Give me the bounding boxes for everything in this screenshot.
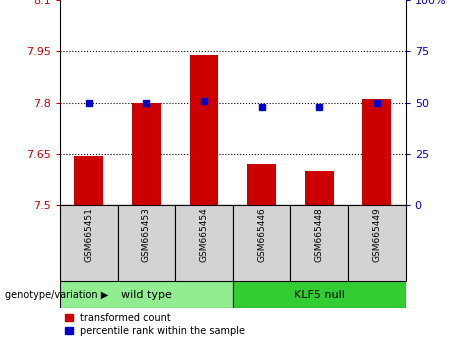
Bar: [305, 171, 334, 205]
Bar: [118, 205, 175, 281]
Bar: [247, 164, 276, 205]
Bar: [74, 156, 103, 205]
Text: GSM665451: GSM665451: [84, 207, 93, 262]
Bar: [233, 281, 406, 308]
Text: GSM665454: GSM665454: [200, 207, 208, 262]
Text: genotype/variation ▶: genotype/variation ▶: [5, 290, 108, 300]
Legend: transformed count, percentile rank within the sample: transformed count, percentile rank withi…: [65, 313, 245, 336]
Text: GSM665446: GSM665446: [257, 207, 266, 262]
Text: GSM665449: GSM665449: [372, 207, 381, 262]
Bar: [175, 205, 233, 281]
Bar: [290, 205, 348, 281]
Bar: [362, 99, 391, 205]
Bar: [132, 103, 161, 205]
Bar: [348, 205, 406, 281]
Bar: [60, 281, 233, 308]
Text: GSM665448: GSM665448: [315, 207, 324, 262]
Text: wild type: wild type: [121, 290, 172, 300]
Bar: [189, 55, 219, 205]
Bar: [60, 205, 118, 281]
Bar: [233, 205, 290, 281]
Text: GSM665453: GSM665453: [142, 207, 151, 262]
Text: KLF5 null: KLF5 null: [294, 290, 345, 300]
